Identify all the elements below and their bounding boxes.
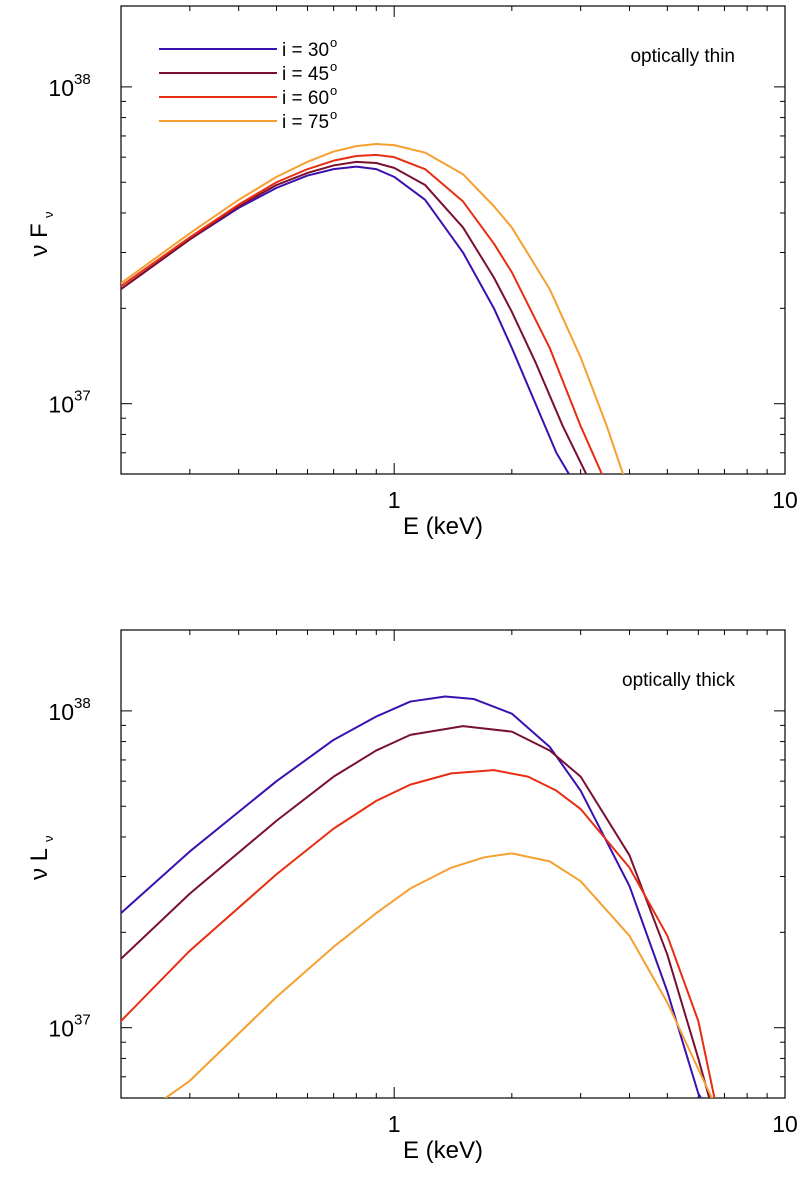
legend-label: i = 60 [282, 88, 329, 109]
y-tick-label: 10 38 [48, 695, 90, 725]
y-ticks [121, 86, 785, 475]
panel-annotation: optically thin [630, 46, 735, 67]
series-line-4 [121, 143, 624, 474]
series-line-3 [121, 769, 716, 1098]
series-lines [121, 695, 716, 1098]
legend-label: i = 75 [282, 112, 329, 133]
y-tick-label-base: 10 [48, 75, 74, 101]
y-axis-title-main: ν F [26, 223, 53, 256]
y-tick-label-base: 10 [48, 392, 74, 418]
y-tick-label: 10 38 [48, 71, 90, 101]
panel-annotation: optically thick [622, 670, 735, 691]
y-ticks [121, 710, 785, 1099]
y-axis-title: ν L ν [26, 836, 56, 881]
series-line-2 [121, 725, 711, 1098]
series-line-3 [121, 153, 603, 474]
y-tick-label-exponent: 38 [74, 71, 91, 88]
x-tick-label: 1 [388, 487, 401, 513]
y-tick-label-exponent: 37 [74, 388, 91, 405]
x-tick-label: 1 [388, 1111, 401, 1137]
x-ticks [120, 6, 786, 474]
y-tick-label: 10 37 [48, 1012, 90, 1042]
y-axis-title-main: ν L [26, 848, 53, 880]
y-tick-label-base: 10 [48, 699, 74, 725]
y-axis-title: ν F ν [26, 212, 56, 257]
x-tick-label: 10 [772, 1111, 798, 1137]
y-axis-title-subscript: ν [41, 212, 56, 219]
y-tick-label-exponent: 38 [74, 695, 91, 712]
x-ticks [120, 630, 786, 1098]
y-axis-title-subscript: ν [41, 836, 56, 843]
x-axis-title: E (keV) [403, 1137, 483, 1164]
x-axis-title: E (keV) [403, 513, 483, 540]
legend-label: i = 45 [282, 64, 329, 85]
legend: i = 30 oi = 45 oi = 60 oi = 75 o [159, 35, 337, 133]
plot-frame [120, 629, 786, 1099]
plot-frame [120, 5, 786, 475]
legend-label: i = 30 [282, 40, 329, 61]
y-tick-label-exponent: 37 [74, 1012, 91, 1029]
x-tick-label: 10 [772, 487, 798, 513]
series-line-4 [164, 852, 713, 1098]
legend-label-degree: o [330, 59, 337, 74]
series-line-1 [121, 695, 703, 1098]
y-tick-label: 10 37 [48, 388, 90, 418]
y-tick-label-base: 10 [48, 1016, 74, 1042]
legend-label-degree: o [330, 35, 337, 50]
legend-label-degree: o [330, 107, 337, 122]
series-line-2 [121, 160, 588, 474]
series-line-1 [121, 165, 570, 474]
series-lines [121, 143, 624, 474]
legend-label-degree: o [330, 83, 337, 98]
